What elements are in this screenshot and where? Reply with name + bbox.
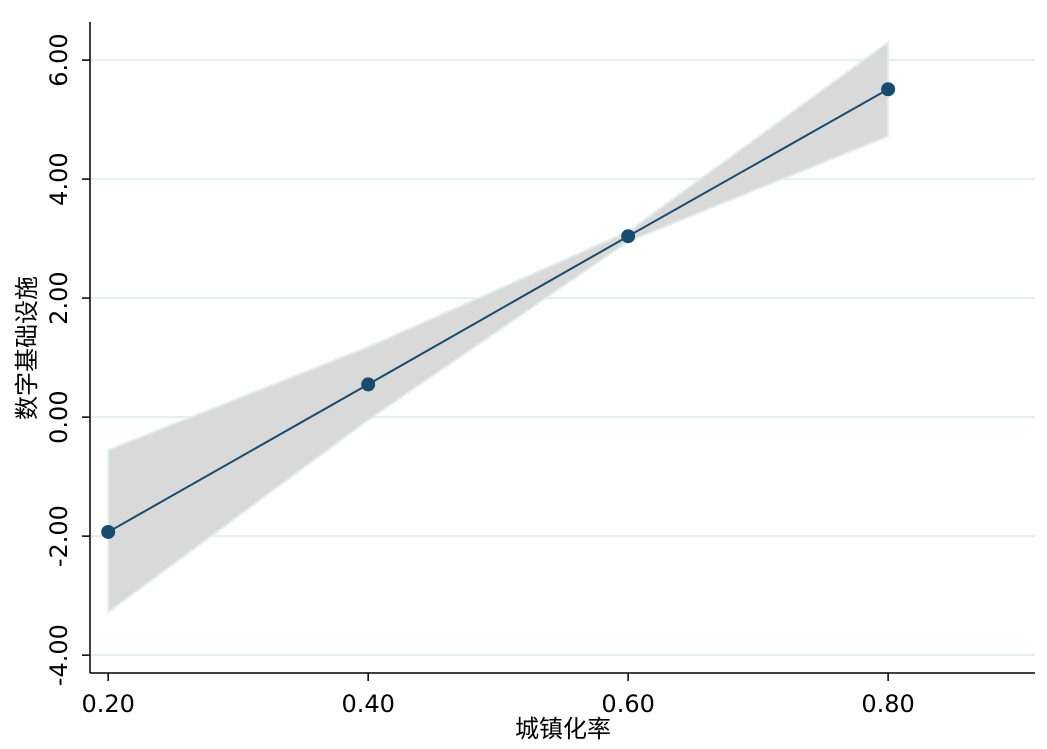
- x-axis-label: 城镇化率: [515, 715, 611, 743]
- point: [881, 82, 896, 97]
- y-axis-label: 数字基础设施: [13, 276, 41, 420]
- x-tick-label: 0.20: [81, 690, 134, 718]
- y-tick-label: 2.00: [45, 271, 73, 324]
- x-tick-label: 0.80: [861, 690, 914, 718]
- point: [101, 524, 116, 539]
- y-tick-label: 0.00: [45, 390, 73, 443]
- point: [361, 377, 376, 392]
- confidence-band: [107, 40, 890, 615]
- x-tick-label: 0.60: [601, 690, 654, 718]
- point: [621, 229, 636, 244]
- y-tick-label: 4.00: [45, 152, 73, 205]
- line: [107, 88, 889, 533]
- y-tick-label: 6.00: [45, 33, 73, 86]
- x-tick-label: 0.40: [341, 690, 394, 718]
- y-tick-label: -4.00: [45, 624, 73, 686]
- y-tick-label: -2.00: [45, 505, 73, 567]
